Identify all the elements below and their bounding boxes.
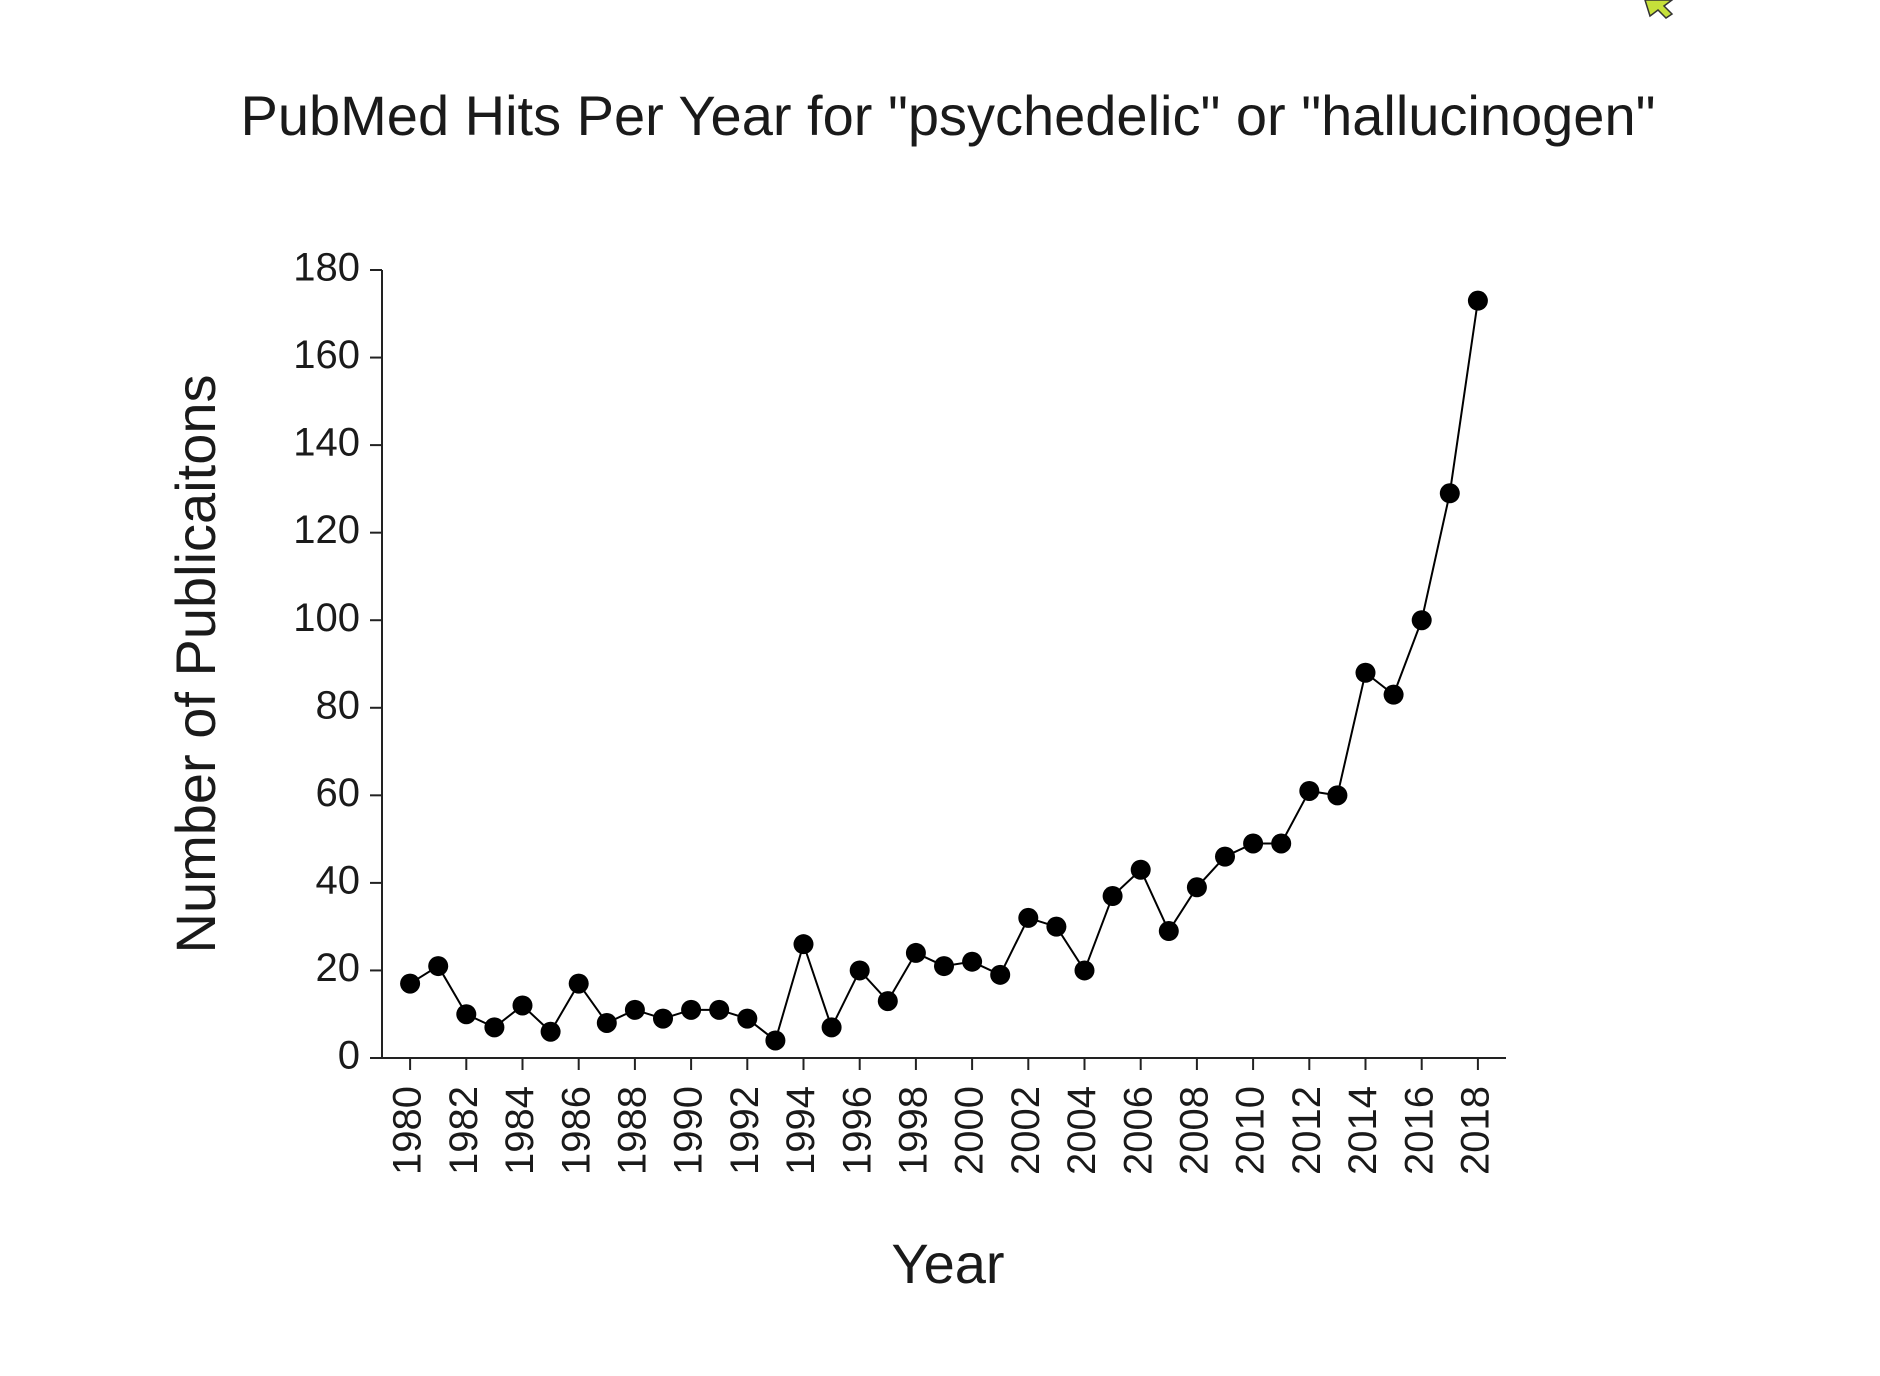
point bbox=[1018, 907, 1039, 928]
y-axis-label: Number of Publicaitons bbox=[164, 375, 227, 954]
point bbox=[1411, 610, 1432, 631]
y-tick-label: 100 bbox=[293, 596, 360, 640]
point bbox=[400, 973, 421, 994]
point bbox=[1158, 921, 1179, 942]
x-tick-label: 2006 bbox=[1116, 1086, 1160, 1175]
x-tick-label: 2008 bbox=[1172, 1086, 1216, 1175]
point bbox=[709, 999, 730, 1020]
x-tick-label: 2010 bbox=[1229, 1086, 1273, 1175]
y-tick-label: 0 bbox=[338, 1034, 360, 1078]
point bbox=[737, 1008, 758, 1029]
x-tick-label: 1994 bbox=[779, 1086, 823, 1175]
y-tick-label: 120 bbox=[293, 508, 360, 552]
y-tick-label: 40 bbox=[316, 858, 361, 902]
x-tick-label: 2000 bbox=[948, 1086, 992, 1175]
y-tick-label: 140 bbox=[293, 421, 360, 465]
y-tick-label: 60 bbox=[316, 771, 361, 815]
point bbox=[540, 1021, 561, 1042]
point bbox=[934, 956, 954, 977]
point bbox=[1215, 846, 1235, 867]
point bbox=[1130, 859, 1151, 880]
point bbox=[1383, 684, 1404, 705]
point bbox=[877, 991, 898, 1012]
point bbox=[681, 999, 702, 1020]
x-tick-label: 1988 bbox=[610, 1086, 654, 1175]
cursor bbox=[1644, 0, 1674, 19]
point bbox=[624, 999, 645, 1020]
point bbox=[990, 964, 1011, 985]
x-tick-label: 1996 bbox=[835, 1086, 879, 1175]
point bbox=[962, 951, 983, 972]
x-tick-label: 1998 bbox=[891, 1086, 935, 1175]
x-tick-label: 2016 bbox=[1397, 1086, 1441, 1175]
point bbox=[765, 1030, 786, 1051]
x-tick-label: 2018 bbox=[1453, 1086, 1497, 1175]
point bbox=[1271, 833, 1292, 854]
point bbox=[1243, 833, 1264, 854]
point bbox=[512, 995, 533, 1016]
point bbox=[1186, 877, 1207, 898]
x-tick-label: 1986 bbox=[554, 1086, 598, 1175]
point bbox=[1299, 780, 1320, 801]
x-axis-label: Year bbox=[891, 1232, 1004, 1295]
x-tick-label: 1984 bbox=[498, 1086, 542, 1175]
x-tick-label: 2004 bbox=[1060, 1086, 1104, 1175]
point bbox=[793, 934, 814, 955]
x-tick-label: 1980 bbox=[386, 1086, 430, 1175]
point bbox=[596, 1012, 617, 1033]
point bbox=[568, 973, 589, 994]
point bbox=[484, 1017, 505, 1038]
point bbox=[456, 1004, 477, 1025]
point bbox=[1074, 960, 1095, 981]
x-tick-label: 2012 bbox=[1285, 1086, 1329, 1175]
point bbox=[1439, 483, 1460, 504]
point bbox=[1467, 290, 1488, 311]
point bbox=[905, 942, 926, 963]
y-tick-label: 180 bbox=[293, 246, 360, 290]
y-tick-label: 160 bbox=[293, 333, 360, 377]
x-tick-label: 1982 bbox=[442, 1086, 486, 1175]
point bbox=[1046, 916, 1067, 937]
point bbox=[1102, 886, 1123, 907]
x-tick-label: 1992 bbox=[723, 1086, 767, 1175]
y-tick-label: 80 bbox=[316, 683, 361, 727]
point bbox=[428, 956, 449, 977]
x-tick-label: 2002 bbox=[1004, 1086, 1048, 1175]
x-tick-label: 1990 bbox=[667, 1086, 711, 1175]
point bbox=[1355, 662, 1376, 683]
point bbox=[653, 1008, 673, 1029]
point bbox=[1327, 785, 1348, 806]
y-tick-label: 20 bbox=[316, 946, 361, 990]
chart-title: PubMed Hits Per Year for "psychedelic" o… bbox=[241, 84, 1656, 147]
point bbox=[821, 1017, 842, 1038]
point bbox=[849, 960, 870, 981]
x-tick-label: 2014 bbox=[1341, 1086, 1385, 1175]
